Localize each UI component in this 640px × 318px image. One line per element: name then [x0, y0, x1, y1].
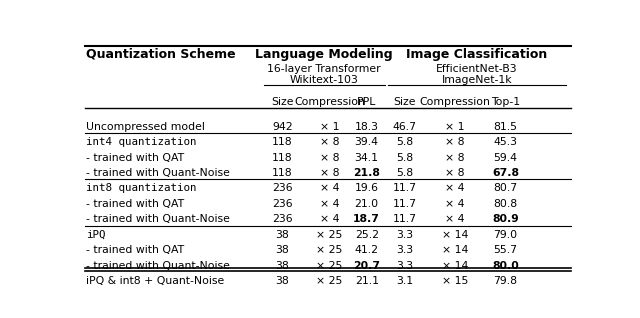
- Text: 20.7: 20.7: [353, 260, 380, 271]
- Text: 38: 38: [275, 260, 289, 271]
- Text: 118: 118: [272, 137, 292, 147]
- Text: 46.7: 46.7: [393, 122, 417, 132]
- Text: 3.3: 3.3: [396, 260, 413, 271]
- Text: Size: Size: [394, 97, 416, 107]
- Text: × 14: × 14: [442, 230, 468, 240]
- Text: 3.3: 3.3: [396, 245, 413, 255]
- Text: 5.8: 5.8: [396, 168, 413, 178]
- Text: Wikitext-103: Wikitext-103: [290, 75, 358, 85]
- Text: 67.8: 67.8: [492, 168, 519, 178]
- Text: 38: 38: [275, 245, 289, 255]
- Text: 55.7: 55.7: [493, 245, 518, 255]
- Text: 236: 236: [272, 183, 292, 193]
- Text: 39.4: 39.4: [355, 137, 379, 147]
- Text: 11.7: 11.7: [393, 199, 417, 209]
- Text: - trained with QAT: - trained with QAT: [86, 245, 184, 255]
- Text: 11.7: 11.7: [393, 183, 417, 193]
- Text: Compression: Compression: [294, 97, 365, 107]
- Text: 80.9: 80.9: [492, 214, 519, 224]
- Text: Compression: Compression: [420, 97, 490, 107]
- Text: Language Modeling: Language Modeling: [255, 48, 393, 61]
- Text: int4 quantization: int4 quantization: [86, 137, 196, 147]
- Text: - trained with Quant-Noise: - trained with Quant-Noise: [86, 260, 230, 271]
- Text: × 4: × 4: [320, 199, 339, 209]
- Text: × 4: × 4: [320, 214, 339, 224]
- Text: × 14: × 14: [442, 260, 468, 271]
- Text: 236: 236: [272, 214, 292, 224]
- Text: 19.6: 19.6: [355, 183, 379, 193]
- Text: × 4: × 4: [445, 214, 465, 224]
- Text: iPQ: iPQ: [86, 230, 106, 240]
- Text: × 1: × 1: [320, 122, 339, 132]
- Text: 942: 942: [272, 122, 292, 132]
- Text: 80.0: 80.0: [492, 260, 519, 271]
- Text: iPQ & int8 + Quant-Noise: iPQ & int8 + Quant-Noise: [86, 276, 224, 286]
- Text: 3.3: 3.3: [396, 230, 413, 240]
- Text: 41.2: 41.2: [355, 245, 379, 255]
- Text: 21.1: 21.1: [355, 276, 379, 286]
- Text: 118: 118: [272, 153, 292, 162]
- Text: 118: 118: [272, 168, 292, 178]
- Text: 79.8: 79.8: [493, 276, 518, 286]
- Text: ImageNet-1k: ImageNet-1k: [442, 75, 512, 85]
- Text: 38: 38: [275, 230, 289, 240]
- Text: PPL: PPL: [357, 97, 376, 107]
- Text: × 15: × 15: [442, 276, 468, 286]
- Text: 16-layer Transformer: 16-layer Transformer: [268, 64, 381, 74]
- Text: × 4: × 4: [445, 183, 465, 193]
- Text: × 8: × 8: [320, 168, 339, 178]
- Text: × 25: × 25: [316, 230, 342, 240]
- Text: × 8: × 8: [320, 153, 339, 162]
- Text: 5.8: 5.8: [396, 153, 413, 162]
- Text: × 4: × 4: [320, 183, 339, 193]
- Text: 80.8: 80.8: [493, 199, 518, 209]
- Text: × 1: × 1: [445, 122, 465, 132]
- Text: × 25: × 25: [316, 245, 342, 255]
- Text: 11.7: 11.7: [393, 214, 417, 224]
- Text: × 8: × 8: [320, 137, 339, 147]
- Text: Image Classification: Image Classification: [406, 48, 547, 61]
- Text: Quantization Scheme: Quantization Scheme: [86, 48, 236, 61]
- Text: 45.3: 45.3: [493, 137, 518, 147]
- Text: × 8: × 8: [445, 137, 465, 147]
- Text: 81.5: 81.5: [493, 122, 518, 132]
- Text: 236: 236: [272, 199, 292, 209]
- Text: - trained with QAT: - trained with QAT: [86, 153, 184, 162]
- Text: × 4: × 4: [445, 199, 465, 209]
- Text: 34.1: 34.1: [355, 153, 379, 162]
- Text: 21.8: 21.8: [353, 168, 380, 178]
- Text: × 14: × 14: [442, 245, 468, 255]
- Text: EfficientNet-B3: EfficientNet-B3: [436, 64, 518, 74]
- Text: 5.8: 5.8: [396, 137, 413, 147]
- Text: × 8: × 8: [445, 168, 465, 178]
- Text: 80.7: 80.7: [493, 183, 518, 193]
- Text: 3.1: 3.1: [396, 276, 413, 286]
- Text: Uncompressed model: Uncompressed model: [86, 122, 205, 132]
- Text: 21.0: 21.0: [355, 199, 379, 209]
- Text: 38: 38: [275, 276, 289, 286]
- Text: 25.2: 25.2: [355, 230, 379, 240]
- Text: × 8: × 8: [445, 153, 465, 162]
- Text: Top-1: Top-1: [491, 97, 520, 107]
- Text: 18.7: 18.7: [353, 214, 380, 224]
- Text: 59.4: 59.4: [493, 153, 518, 162]
- Text: × 25: × 25: [316, 260, 342, 271]
- Text: Size: Size: [271, 97, 294, 107]
- Text: × 25: × 25: [316, 276, 342, 286]
- Text: 18.3: 18.3: [355, 122, 379, 132]
- Text: - trained with Quant-Noise: - trained with Quant-Noise: [86, 168, 230, 178]
- Text: 79.0: 79.0: [493, 230, 518, 240]
- Text: - trained with Quant-Noise: - trained with Quant-Noise: [86, 214, 230, 224]
- Text: - trained with QAT: - trained with QAT: [86, 199, 184, 209]
- Text: int8 quantization: int8 quantization: [86, 183, 196, 193]
